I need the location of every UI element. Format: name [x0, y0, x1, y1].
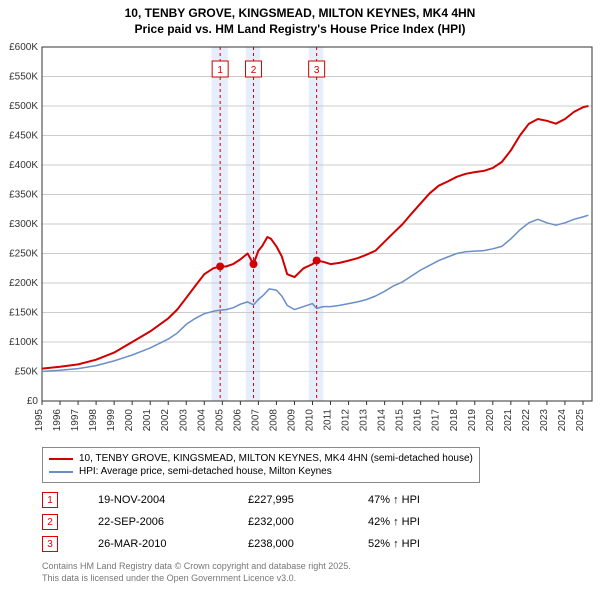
chart-title: 10, TENBY GROVE, KINGSMEAD, MILTON KEYNE… — [0, 0, 600, 37]
svg-text:2022: 2022 — [521, 409, 532, 432]
svg-text:2000: 2000 — [124, 409, 135, 432]
svg-text:2009: 2009 — [286, 409, 297, 432]
sales-row: 3 26-MAR-2010 £238,000 52% ↑ HPI — [42, 533, 600, 555]
svg-text:2008: 2008 — [268, 409, 279, 432]
svg-text:£250K: £250K — [9, 249, 38, 260]
sale-number-box: 1 — [42, 492, 58, 508]
svg-text:2021: 2021 — [503, 409, 514, 432]
footer-line2: This data is licensed under the Open Gov… — [42, 573, 600, 585]
svg-text:1996: 1996 — [52, 409, 63, 432]
svg-text:1: 1 — [217, 65, 223, 76]
svg-text:£300K: £300K — [9, 219, 38, 230]
legend-swatch — [49, 471, 73, 473]
svg-text:2007: 2007 — [250, 409, 261, 432]
svg-text:2003: 2003 — [178, 409, 189, 432]
svg-text:£450K: £450K — [9, 131, 38, 142]
sale-pct: 47% ↑ HPI — [368, 494, 448, 506]
svg-text:£200K: £200K — [9, 278, 38, 289]
sale-number-box: 2 — [42, 514, 58, 530]
legend-swatch — [49, 458, 73, 460]
svg-text:2020: 2020 — [485, 409, 496, 432]
svg-text:£0: £0 — [27, 396, 39, 407]
sale-price: £238,000 — [248, 538, 328, 550]
svg-text:1999: 1999 — [106, 409, 117, 432]
svg-text:2017: 2017 — [431, 409, 442, 432]
svg-text:2010: 2010 — [304, 409, 315, 432]
chart-area: £0 £50K £100K £150K £200K £250K £300K £350K £400… — [0, 41, 600, 441]
legend-label: 10, TENBY GROVE, KINGSMEAD, MILTON KEYNE… — [79, 453, 473, 464]
svg-text:£550K: £550K — [9, 72, 38, 83]
svg-text:2014: 2014 — [377, 409, 388, 432]
svg-text:£350K: £350K — [9, 190, 38, 201]
svg-text:£400K: £400K — [9, 160, 38, 171]
svg-text:2023: 2023 — [539, 409, 550, 432]
sales-row: 2 22-SEP-2006 £232,000 42% ↑ HPI — [42, 511, 600, 533]
legend-row: 10, TENBY GROVE, KINGSMEAD, MILTON KEYNE… — [49, 452, 473, 465]
svg-text:£600K: £600K — [9, 42, 38, 53]
svg-text:2019: 2019 — [467, 409, 478, 432]
svg-text:2005: 2005 — [214, 409, 225, 432]
sale-pct: 42% ↑ HPI — [368, 516, 448, 528]
svg-text:2018: 2018 — [449, 409, 460, 432]
svg-text:2013: 2013 — [359, 409, 370, 432]
svg-text:2024: 2024 — [557, 409, 568, 432]
sale-price: £227,995 — [248, 494, 328, 506]
sale-number-box: 3 — [42, 536, 58, 552]
chart-container: 10, TENBY GROVE, KINGSMEAD, MILTON KEYNE… — [0, 0, 600, 585]
svg-text:2025: 2025 — [575, 409, 586, 432]
svg-text:2001: 2001 — [142, 409, 153, 432]
sales-row: 1 19-NOV-2004 £227,995 47% ↑ HPI — [42, 489, 600, 511]
svg-text:2015: 2015 — [395, 409, 406, 432]
svg-text:3: 3 — [314, 65, 320, 76]
sale-date: 26-MAR-2010 — [98, 538, 208, 550]
legend-label: HPI: Average price, semi-detached house,… — [79, 466, 332, 477]
legend-row: HPI: Average price, semi-detached house,… — [49, 465, 473, 478]
svg-text:1995: 1995 — [34, 409, 45, 432]
legend: 10, TENBY GROVE, KINGSMEAD, MILTON KEYNE… — [42, 447, 480, 483]
svg-text:2011: 2011 — [323, 409, 334, 431]
sale-date: 19-NOV-2004 — [98, 494, 208, 506]
title-line2: Price paid vs. HM Land Registry's House … — [0, 22, 600, 38]
svg-text:£100K: £100K — [9, 337, 38, 348]
chart-svg: £0 £50K £100K £150K £200K £250K £300K £350K £400… — [0, 41, 600, 441]
sale-date: 22-SEP-2006 — [98, 516, 208, 528]
svg-text:1998: 1998 — [88, 409, 99, 432]
svg-text:2016: 2016 — [413, 409, 424, 432]
title-line1: 10, TENBY GROVE, KINGSMEAD, MILTON KEYNE… — [0, 6, 600, 22]
svg-text:2006: 2006 — [232, 409, 243, 432]
sales-table: 1 19-NOV-2004 £227,995 47% ↑ HPI 2 22-SEP-200… — [42, 489, 600, 555]
sale-pct: 52% ↑ HPI — [368, 538, 448, 550]
svg-text:£50K: £50K — [15, 367, 39, 378]
footer-line1: Contains HM Land Registry data © Crown c… — [42, 561, 600, 573]
sale-price: £232,000 — [248, 516, 328, 528]
svg-text:2002: 2002 — [160, 409, 171, 432]
footer: Contains HM Land Registry data © Crown c… — [42, 561, 600, 584]
svg-text:2012: 2012 — [341, 409, 352, 432]
svg-text:2: 2 — [251, 65, 257, 76]
svg-text:£150K: £150K — [9, 308, 38, 319]
svg-text:2004: 2004 — [196, 409, 207, 432]
svg-text:£500K: £500K — [9, 101, 38, 112]
svg-text:1997: 1997 — [70, 409, 81, 432]
